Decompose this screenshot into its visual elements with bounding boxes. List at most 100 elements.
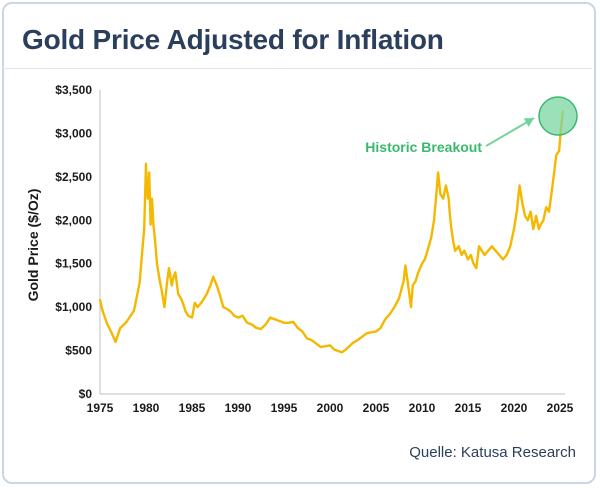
data-point bbox=[218, 293, 221, 296]
x-tick-label: 1985 bbox=[179, 401, 206, 415]
y-tick-label: $0 bbox=[79, 387, 93, 401]
data-point bbox=[393, 306, 396, 309]
data-point bbox=[370, 331, 373, 334]
data-point bbox=[421, 262, 423, 265]
data-point bbox=[133, 309, 135, 312]
data-point bbox=[356, 339, 359, 342]
y-axis-label: Gold Price ($/Oz) bbox=[25, 189, 41, 302]
y-tick-label: $3,500 bbox=[55, 83, 92, 97]
data-point bbox=[160, 288, 163, 291]
data-point bbox=[152, 223, 155, 226]
data-point bbox=[447, 197, 450, 200]
data-point bbox=[145, 162, 147, 165]
data-point bbox=[407, 284, 410, 287]
data-point bbox=[163, 306, 166, 309]
data-point bbox=[439, 193, 442, 196]
data-point bbox=[191, 316, 193, 319]
x-tick-label: 2015 bbox=[455, 401, 482, 415]
data-point bbox=[184, 310, 187, 313]
data-point bbox=[341, 351, 343, 354]
data-point bbox=[273, 318, 276, 321]
data-point bbox=[177, 293, 180, 296]
data-point bbox=[402, 280, 405, 283]
data-point bbox=[209, 284, 212, 287]
data-point bbox=[524, 214, 526, 217]
data-point bbox=[469, 254, 472, 256]
data-point bbox=[99, 299, 101, 302]
data-point bbox=[450, 228, 453, 230]
data-point bbox=[545, 206, 548, 209]
data-point bbox=[296, 327, 299, 329]
data-point bbox=[375, 330, 377, 333]
y-tick-label: $1,000 bbox=[55, 300, 92, 314]
breakout-arrow bbox=[485, 117, 535, 147]
data-point bbox=[411, 284, 414, 287]
data-point bbox=[149, 223, 152, 226]
data-point bbox=[226, 307, 228, 310]
data-point bbox=[467, 258, 469, 261]
data-point bbox=[287, 321, 290, 324]
data-point bbox=[301, 330, 304, 333]
data-point bbox=[187, 314, 190, 317]
data-point bbox=[361, 335, 364, 338]
data-point bbox=[174, 271, 177, 274]
data-point bbox=[145, 180, 148, 183]
chart-title: Gold Price Adjusted for Inflation bbox=[22, 24, 444, 55]
x-axis-ticks: 1975 1980 1985 1990 1995 2000 2005 2010 2015 2020… bbox=[87, 401, 574, 415]
data-point bbox=[181, 301, 184, 304]
data-point bbox=[442, 197, 445, 200]
data-point bbox=[537, 228, 540, 230]
data-point bbox=[542, 219, 545, 222]
data-point bbox=[166, 280, 169, 283]
data-point bbox=[196, 306, 199, 309]
data-point bbox=[539, 223, 542, 226]
data-point bbox=[278, 320, 281, 322]
data-point bbox=[233, 314, 236, 317]
data-point bbox=[264, 323, 267, 326]
data-point bbox=[146, 197, 149, 200]
x-tick-label: 1975 bbox=[87, 401, 114, 415]
data-point bbox=[379, 327, 382, 329]
data-point bbox=[344, 348, 347, 351]
data-point bbox=[283, 321, 285, 324]
data-point bbox=[246, 321, 249, 324]
data-point bbox=[532, 228, 535, 230]
data-point bbox=[417, 271, 420, 274]
y-tick-label: $1,500 bbox=[55, 257, 92, 271]
data-point bbox=[205, 293, 208, 296]
y-axis-ticks: $0 $500 $1,000 $1,500 $2,000 $2,500 $3,000 $3,5… bbox=[55, 83, 92, 401]
x-tick-label: 1990 bbox=[225, 401, 252, 415]
data-point bbox=[502, 258, 504, 261]
data-point bbox=[114, 340, 117, 343]
data-point bbox=[158, 280, 161, 283]
data-point bbox=[260, 327, 262, 330]
data-point bbox=[156, 262, 158, 265]
breakout-highlight-circle bbox=[538, 96, 578, 136]
x-tick-label: 2000 bbox=[317, 401, 344, 415]
data-point bbox=[494, 249, 497, 252]
data-point bbox=[472, 262, 475, 265]
y-tick-label: $2,000 bbox=[55, 213, 92, 227]
data-point bbox=[222, 306, 225, 309]
data-point bbox=[119, 327, 122, 329]
data-point bbox=[148, 171, 151, 174]
series-points bbox=[99, 110, 564, 354]
data-point bbox=[347, 346, 350, 349]
data-point bbox=[505, 254, 508, 256]
data-point bbox=[435, 188, 438, 191]
data-point bbox=[135, 295, 138, 298]
gold-price-series-line bbox=[98, 110, 564, 354]
data-point bbox=[437, 171, 440, 174]
data-point bbox=[555, 154, 558, 157]
data-point bbox=[518, 184, 521, 187]
data-point bbox=[338, 350, 341, 353]
x-tick-label: 1980 bbox=[133, 401, 160, 415]
data-point bbox=[141, 249, 144, 252]
data-point bbox=[552, 175, 555, 178]
data-point bbox=[498, 254, 501, 256]
data-point bbox=[193, 301, 196, 304]
data-point bbox=[426, 249, 429, 252]
data-point bbox=[398, 297, 400, 300]
data-point bbox=[319, 346, 322, 349]
data-point bbox=[433, 219, 435, 222]
